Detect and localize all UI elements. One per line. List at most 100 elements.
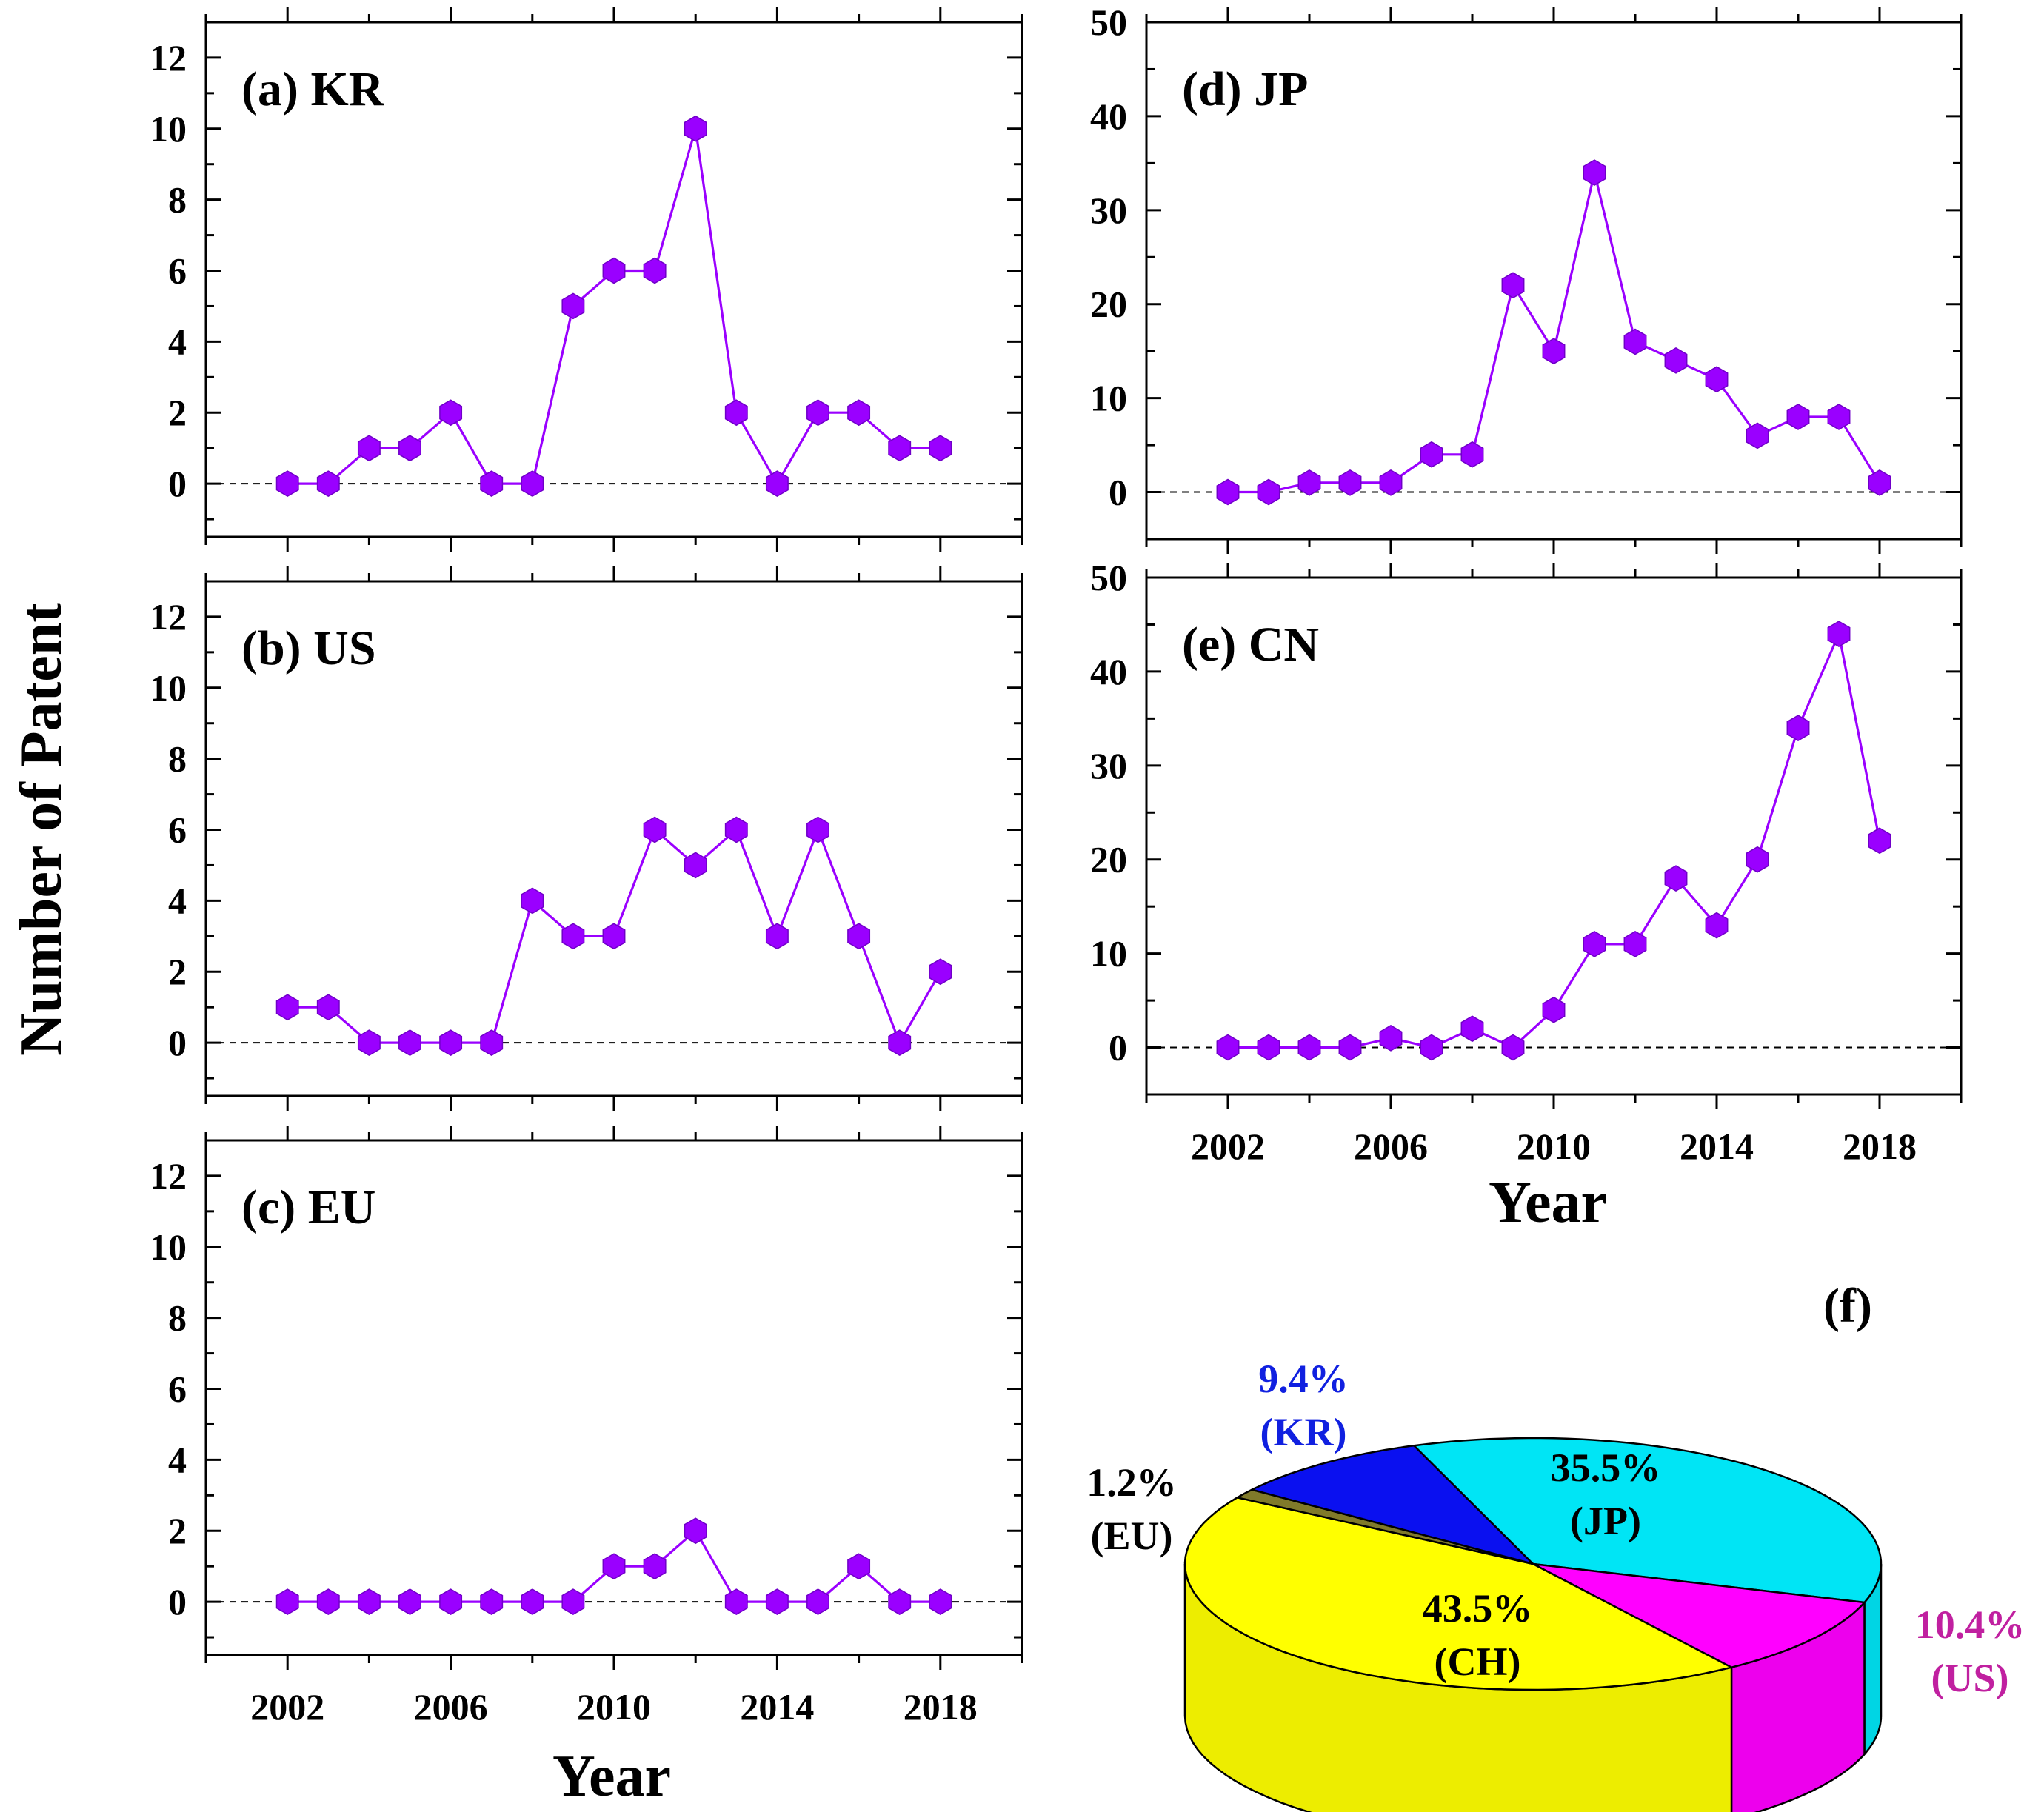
y-tick-label: 10 — [1090, 933, 1127, 974]
data-point — [1297, 469, 1321, 496]
data-point — [1460, 1015, 1484, 1043]
data-point — [684, 852, 707, 879]
y-tick-label: 40 — [1090, 651, 1127, 692]
y-tick-label: 12 — [150, 1155, 187, 1197]
pie-label-code: (KR) — [1260, 1410, 1347, 1454]
data-point — [521, 470, 544, 497]
data-point — [275, 470, 299, 497]
pie-label-code: (EU) — [1091, 1514, 1173, 1558]
pie-label-pct: 35.5% — [1551, 1445, 1661, 1490]
data-point — [1705, 366, 1729, 393]
data-point — [1338, 1034, 1362, 1061]
x-tick-label: 2018 — [904, 1686, 978, 1728]
y-tick-label: 0 — [168, 1022, 187, 1063]
y-tick-label: 0 — [1109, 472, 1127, 513]
data-point — [765, 470, 789, 497]
data-point — [847, 1553, 871, 1580]
data-point — [1297, 1034, 1321, 1061]
series-line — [1228, 172, 1881, 494]
pie-slice-2 — [1183, 1497, 1733, 1691]
x-tick-label: 2014 — [1680, 1126, 1754, 1167]
data-point — [765, 923, 789, 950]
x-tick-label: 2006 — [1354, 1126, 1428, 1167]
data-point — [439, 399, 463, 427]
data-point — [561, 923, 585, 950]
pie-slice-3 — [1236, 1488, 1534, 1565]
data-point — [398, 435, 421, 462]
y-tick-label: 10 — [150, 1226, 187, 1268]
data-point — [1623, 328, 1647, 355]
panel-c: 0 2 4 6 8 10 12 2002 2006 2010 2014 2018 (c) EU — [150, 1126, 1023, 1728]
series-line — [1228, 629, 1881, 1049]
data-point — [480, 1588, 504, 1615]
panel-e: 0 10 20 30 40 50 2002 2006 2010 2014 2018 (e) CN — [1090, 557, 1963, 1167]
y-tick-label: 8 — [168, 1297, 187, 1339]
x-tick-label: 2018 — [1843, 1126, 1917, 1167]
data-point — [643, 1553, 667, 1580]
data-point — [480, 1029, 504, 1056]
data-point — [1827, 404, 1851, 430]
pie-chart: 35.5% (JP) 10.4% (US) 43.5% (CH) 1.2% (EU) 9.4% (… — [1086, 1279, 2025, 1812]
data-point — [684, 1517, 707, 1545]
data-point — [480, 470, 504, 497]
data-point — [357, 1029, 381, 1056]
data-point — [521, 1588, 544, 1615]
pie-slice-4 — [1251, 1445, 1534, 1565]
series-line — [287, 128, 941, 487]
data-point — [724, 1588, 748, 1615]
data-point — [1786, 404, 1810, 430]
y-tick-label: 0 — [168, 463, 187, 504]
data-point — [1746, 846, 1769, 873]
panel-title: (c) EU — [241, 1180, 375, 1234]
data-point — [847, 399, 871, 427]
data-point — [888, 435, 912, 462]
x-tick-label: 2010 — [1517, 1126, 1591, 1167]
y-tick-label: 10 — [1090, 378, 1127, 419]
data-point — [398, 1588, 421, 1615]
y-tick-label: 40 — [1090, 96, 1127, 137]
data-point — [929, 435, 952, 462]
data-point — [1868, 469, 1891, 496]
panel-title: (d) JP — [1182, 62, 1308, 116]
data-point — [275, 1588, 299, 1615]
data-point — [847, 923, 871, 950]
data-point — [1501, 272, 1525, 299]
pie-label-pct: 1.2% — [1086, 1460, 1177, 1505]
data-point — [1664, 347, 1688, 374]
y-tick-label: 20 — [1090, 284, 1127, 325]
data-point — [1583, 159, 1606, 186]
y-tick-label: 4 — [168, 321, 187, 362]
data-point — [316, 1588, 340, 1615]
x-axis-label-right: Year — [1489, 1170, 1607, 1235]
data-point — [1705, 912, 1729, 939]
y-tick-label: 2 — [168, 951, 187, 992]
data-point — [398, 1029, 421, 1056]
data-point — [521, 887, 544, 915]
data-point — [806, 816, 829, 843]
y-tick-label: 10 — [150, 108, 187, 150]
panel-d: 0 10 20 30 40 50 (d) JP — [1090, 1, 1963, 554]
data-point — [1379, 469, 1403, 496]
x-tick-label: 2010 — [577, 1686, 651, 1728]
y-tick-label: 2 — [168, 392, 187, 433]
data-point — [806, 1588, 829, 1615]
x-tick-label: 2006 — [414, 1686, 488, 1728]
pie-slice-1 — [1532, 1562, 1866, 1668]
y-tick-label: 2 — [168, 1510, 187, 1551]
data-point — [765, 1588, 789, 1615]
panel-b: 0 2 4 6 8 10 12 (b) US — [150, 566, 1023, 1111]
y-tick-label: 6 — [168, 809, 187, 851]
data-point — [602, 923, 626, 950]
y-tick-label: 10 — [150, 667, 187, 709]
x-tick-label: 2002 — [1191, 1126, 1265, 1167]
y-tick-label: 30 — [1090, 190, 1127, 231]
data-point — [1216, 478, 1240, 506]
y-tick-label: 8 — [168, 738, 187, 780]
x-tick-label: 2002 — [250, 1686, 324, 1728]
data-point — [1542, 338, 1566, 365]
panel-title: (a) KR — [241, 62, 385, 116]
data-point — [1501, 1034, 1525, 1061]
data-point — [275, 994, 299, 1021]
y-tick-label: 6 — [168, 1368, 187, 1410]
